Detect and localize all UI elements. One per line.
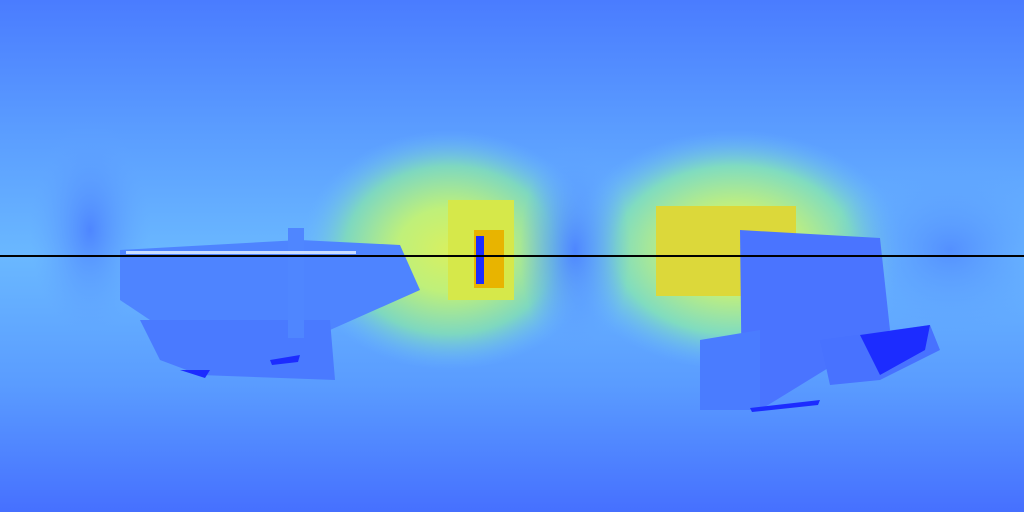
table-left <box>140 320 335 380</box>
table-left-edge <box>270 355 300 365</box>
light-streak-left <box>126 251 356 254</box>
door-frame-blue <box>476 236 484 284</box>
cabinet-right-base <box>750 400 820 412</box>
table-left-shadow <box>180 370 210 378</box>
sofa-right-shadow <box>860 325 930 375</box>
cabinet-right <box>740 230 890 410</box>
near-wall-center <box>520 140 630 360</box>
chair-right <box>700 330 760 410</box>
chair-left-post <box>288 228 304 338</box>
sofa-left <box>120 240 420 330</box>
